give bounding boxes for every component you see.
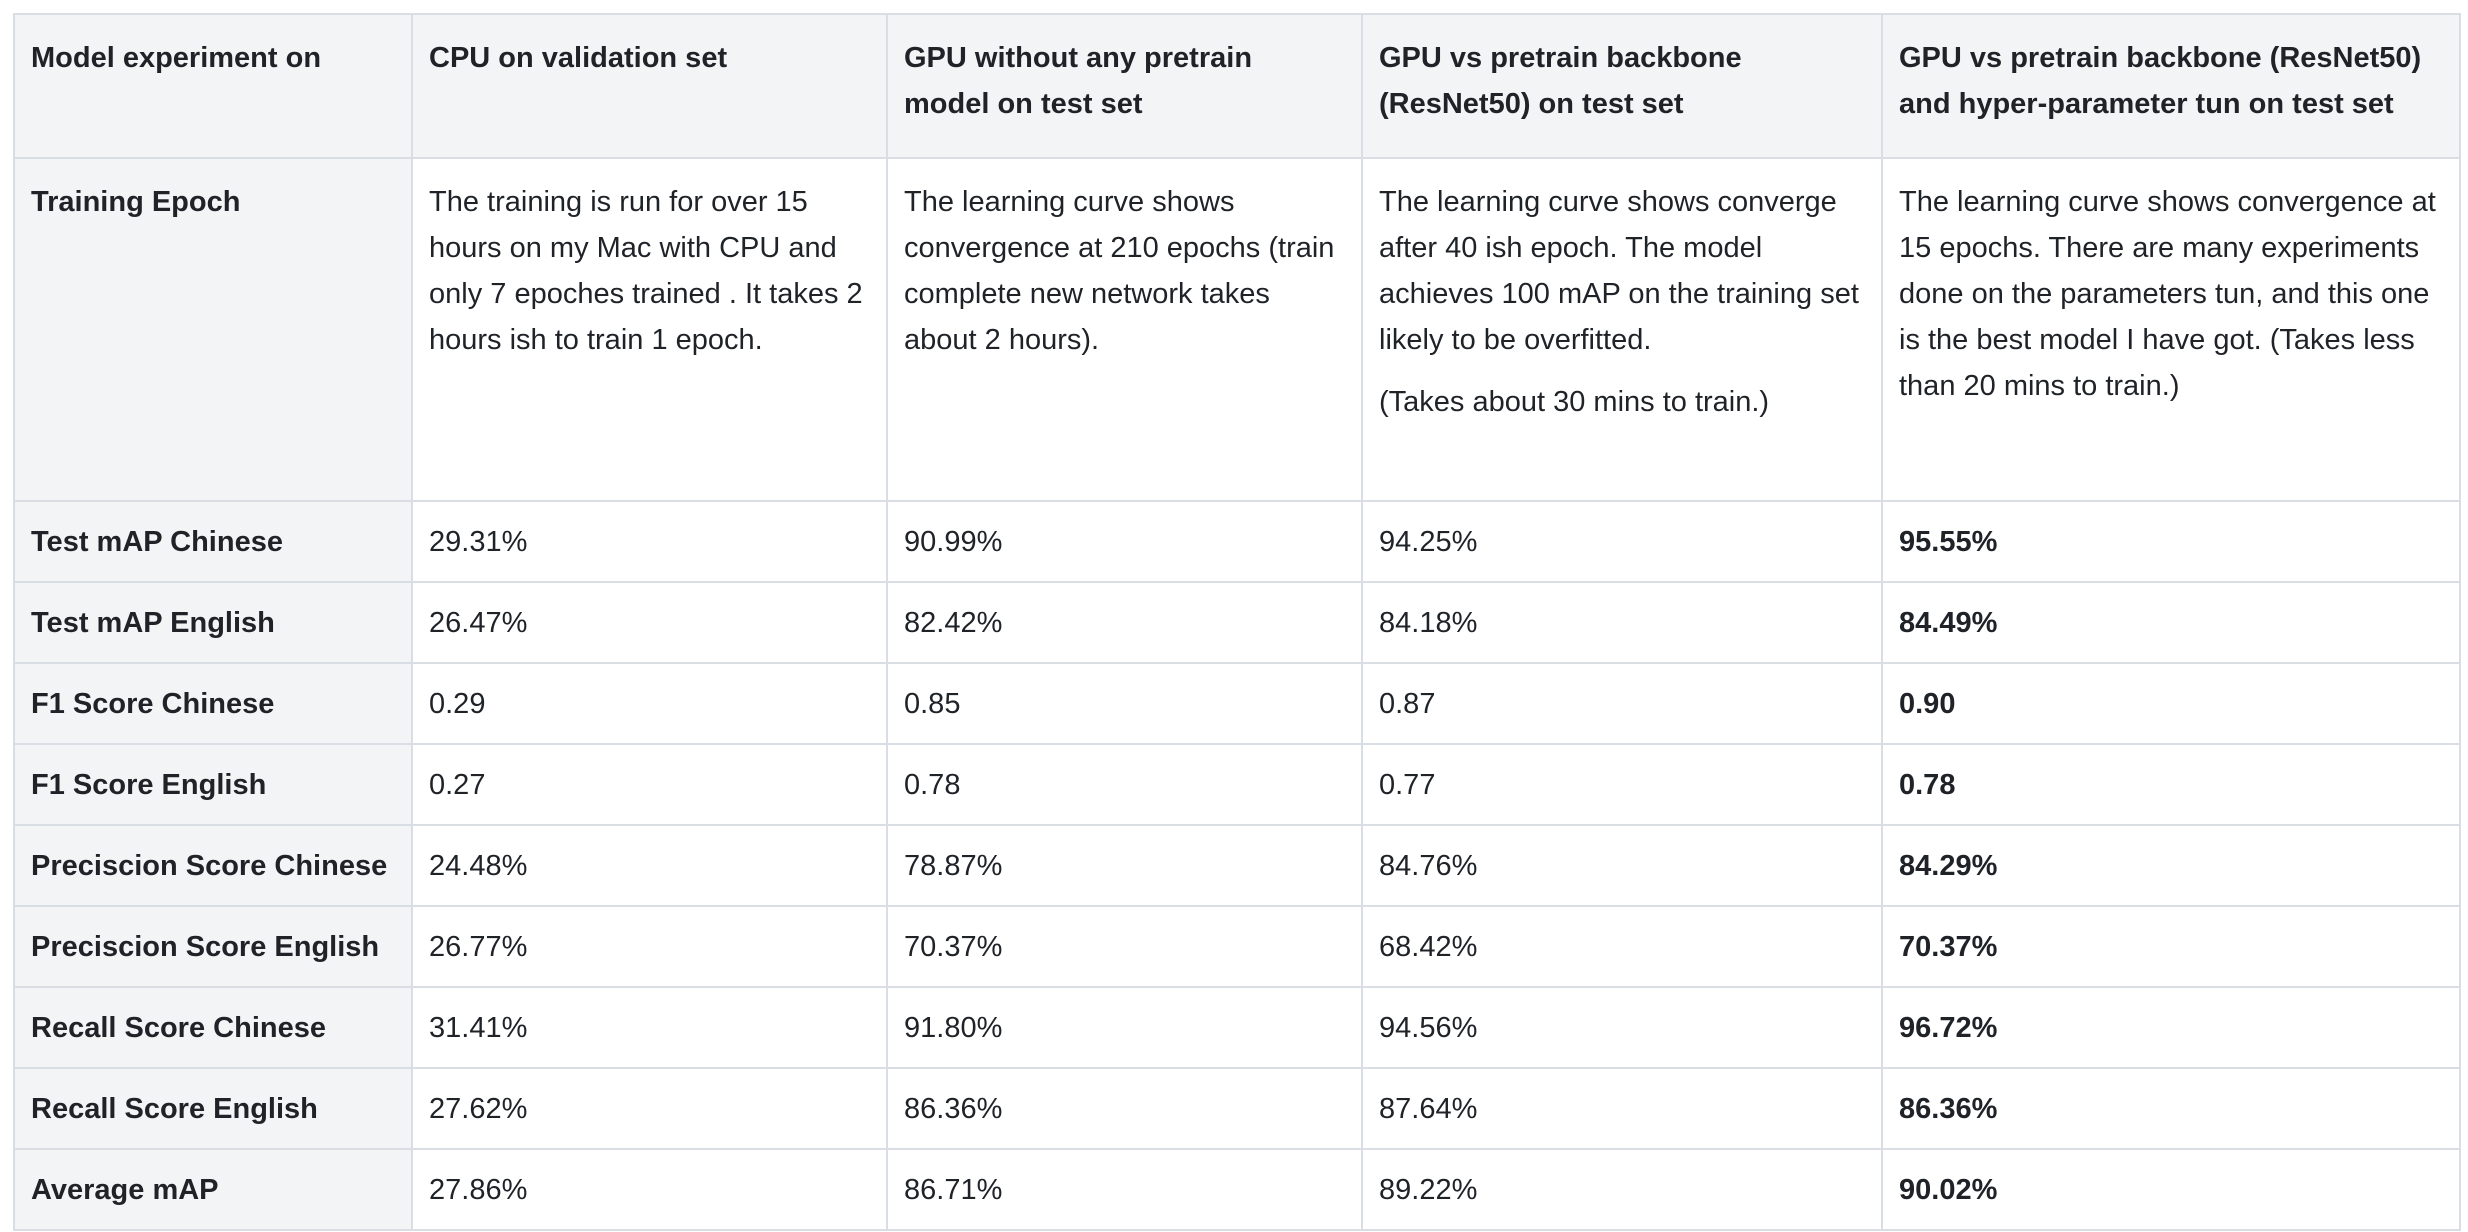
table-row: Recall Score English 27.62% 86.36% 87.64% 86… bbox=[13, 1067, 2461, 1150]
metric-value-cell: 91.80% bbox=[886, 986, 1363, 1069]
metric-value-cell: 84.18% bbox=[1361, 581, 1883, 664]
cell-paragraph: The learning curve shows convergence at … bbox=[904, 186, 1335, 356]
table-row: Average mAP 27.86% 86.71% 89.22% 90.02% bbox=[13, 1148, 2461, 1231]
table-row: F1 Score Chinese 0.29 0.85 0.87 0.90 bbox=[13, 662, 2461, 745]
metric-value-cell: 84.76% bbox=[1361, 824, 1883, 907]
metric-value-cell: 89.22% bbox=[1361, 1148, 1883, 1231]
metric-value-cell: 0.78 bbox=[1881, 743, 2461, 826]
table-body: Training Epoch The training is run for o… bbox=[13, 157, 2461, 1231]
table-row: Test mAP English 26.47% 82.42% 84.18% 84.49% bbox=[13, 581, 2461, 664]
header-cell-gpu-resnet50-tuned: GPU vs pretrain backbone (ResNet50) and … bbox=[1881, 13, 2461, 159]
epoch-cell-cpu: The training is run for over 15 hours on… bbox=[411, 157, 888, 502]
row-label: Test mAP Chinese bbox=[13, 500, 413, 583]
metric-value-cell: 86.71% bbox=[886, 1148, 1363, 1231]
metric-value-cell: 0.90 bbox=[1881, 662, 2461, 745]
header-cell-experiment: Model experiment on bbox=[13, 13, 413, 159]
metric-value-cell: 86.36% bbox=[1881, 1067, 2461, 1150]
header-cell-gpu-resnet50: GPU vs pretrain backbone (ResNet50) on t… bbox=[1361, 13, 1883, 159]
cell-paragraph: The learning curve shows converge after … bbox=[1379, 186, 1859, 356]
row-label: Recall Score English bbox=[13, 1067, 413, 1150]
table-row: Test mAP Chinese 29.31% 90.99% 94.25% 95.55% bbox=[13, 500, 2461, 583]
metric-value-cell: 94.56% bbox=[1361, 986, 1883, 1069]
header-row: Model experiment on CPU on validation se… bbox=[13, 13, 2461, 159]
metric-value-cell: 0.78 bbox=[886, 743, 1363, 826]
row-label: Test mAP English bbox=[13, 581, 413, 664]
row-label: Recall Score Chinese bbox=[13, 986, 413, 1069]
row-label: Training Epoch bbox=[13, 157, 413, 502]
epoch-cell-gpu-no-pretrain: The learning curve shows convergence at … bbox=[886, 157, 1363, 502]
metric-value-cell: 29.31% bbox=[411, 500, 888, 583]
metric-value-cell: 31.41% bbox=[411, 986, 888, 1069]
metric-value-cell: 70.37% bbox=[886, 905, 1363, 988]
metric-value-cell: 84.49% bbox=[1881, 581, 2461, 664]
row-label: Average mAP bbox=[13, 1148, 413, 1231]
metric-value-cell: 0.87 bbox=[1361, 662, 1883, 745]
row-label: Preciscion Score English bbox=[13, 905, 413, 988]
metric-value-cell: 78.87% bbox=[886, 824, 1363, 907]
metric-value-cell: 70.37% bbox=[1881, 905, 2461, 988]
results-table-container: Model experiment on CPU on validation se… bbox=[13, 13, 2461, 1231]
metric-value-cell: 26.77% bbox=[411, 905, 888, 988]
metric-value-cell: 26.47% bbox=[411, 581, 888, 664]
metric-value-cell: 84.29% bbox=[1881, 824, 2461, 907]
metric-value-cell: 27.86% bbox=[411, 1148, 888, 1231]
cell-paragraph: The learning curve shows convergence at … bbox=[1899, 186, 2436, 402]
row-label: F1 Score Chinese bbox=[13, 662, 413, 745]
table-row: Preciscion Score Chinese 24.48% 78.87% 84.7… bbox=[13, 824, 2461, 907]
table-row: F1 Score English 0.27 0.78 0.77 0.78 bbox=[13, 743, 2461, 826]
row-label: F1 Score English bbox=[13, 743, 413, 826]
metric-value-cell: 96.72% bbox=[1881, 986, 2461, 1069]
header-cell-gpu-no-pretrain: GPU without any pretrain model on test s… bbox=[886, 13, 1363, 159]
metric-value-cell: 87.64% bbox=[1361, 1067, 1883, 1150]
table-header: Model experiment on CPU on validation se… bbox=[13, 13, 2461, 159]
metric-value-cell: 27.62% bbox=[411, 1067, 888, 1150]
metric-value-cell: 86.36% bbox=[886, 1067, 1363, 1150]
results-table: Model experiment on CPU on validation se… bbox=[13, 13, 2461, 1231]
metric-value-cell: 90.02% bbox=[1881, 1148, 2461, 1231]
epoch-cell-gpu-resnet50-tuned: The learning curve shows convergence at … bbox=[1881, 157, 2461, 502]
epoch-cell-gpu-resnet50: The learning curve shows converge after … bbox=[1361, 157, 1883, 502]
table-row-training-epoch: Training Epoch The training is run for o… bbox=[13, 157, 2461, 502]
metric-value-cell: 94.25% bbox=[1361, 500, 1883, 583]
metric-value-cell: 0.85 bbox=[886, 662, 1363, 745]
metric-value-cell: 68.42% bbox=[1361, 905, 1883, 988]
cell-paragraph: The training is run for over 15 hours on… bbox=[429, 186, 863, 356]
cell-paragraph: (Takes about 30 mins to train.) bbox=[1379, 386, 1770, 418]
row-label: Preciscion Score Chinese bbox=[13, 824, 413, 907]
header-cell-cpu-validation: CPU on validation set bbox=[411, 13, 888, 159]
metric-value-cell: 24.48% bbox=[411, 824, 888, 907]
metric-value-cell: 0.27 bbox=[411, 743, 888, 826]
metric-value-cell: 0.29 bbox=[411, 662, 888, 745]
metric-value-cell: 95.55% bbox=[1881, 500, 2461, 583]
metric-value-cell: 82.42% bbox=[886, 581, 1363, 664]
metric-value-cell: 0.77 bbox=[1361, 743, 1883, 826]
table-row: Recall Score Chinese 31.41% 91.80% 94.56% 96… bbox=[13, 986, 2461, 1069]
metric-value-cell: 90.99% bbox=[886, 500, 1363, 583]
table-row: Preciscion Score English 26.77% 70.37% 68.4… bbox=[13, 905, 2461, 988]
